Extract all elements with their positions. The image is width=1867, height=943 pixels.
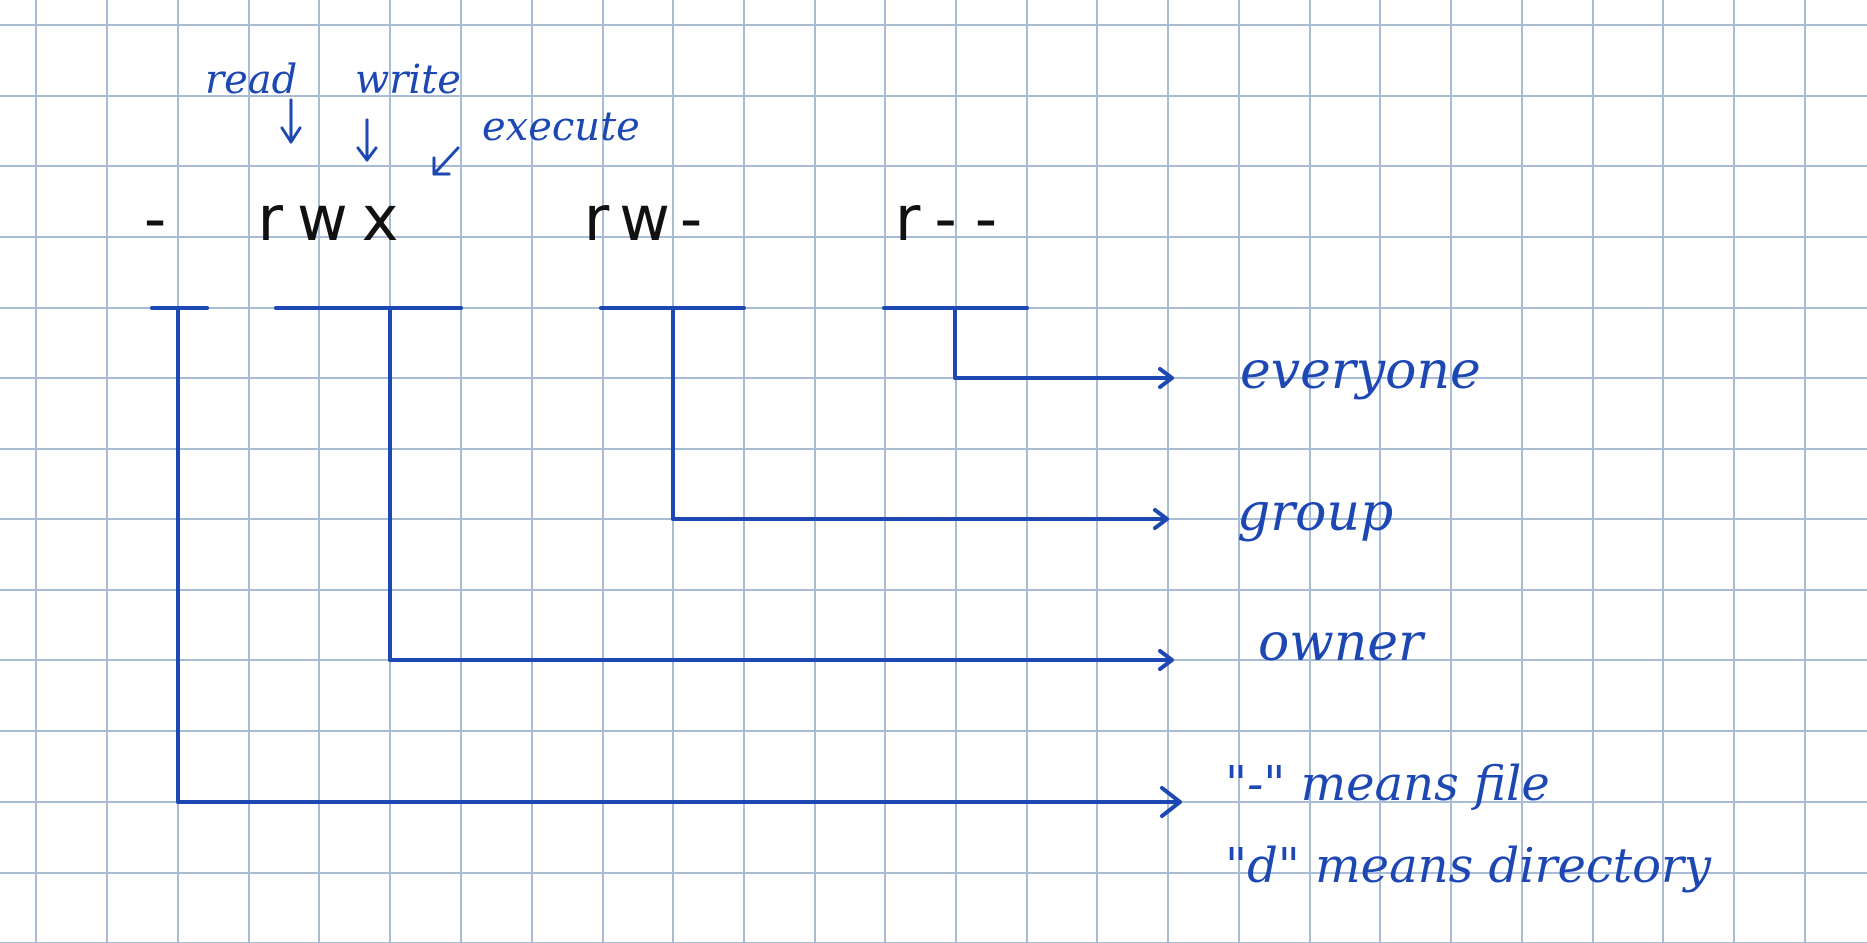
write-annotation: write — [355, 57, 461, 103]
rwx-annotations: read write execute — [205, 57, 640, 150]
group-connector — [671, 306, 1167, 521]
execute-arrow-icon — [432, 146, 460, 176]
owner-permissions: rwx — [258, 182, 413, 255]
connector-lines — [150, 306, 1182, 818]
read-annotation: read — [205, 57, 297, 103]
group-permissions: rw- — [584, 182, 713, 255]
owner-label: owner — [1258, 613, 1426, 673]
group-label: group — [1237, 483, 1393, 543]
type-connector — [176, 306, 1177, 804]
right-labels: everyone group owner "-" means file "d" … — [1225, 341, 1712, 894]
everyone-arrowhead-icon — [1158, 367, 1174, 389]
type-arrowhead-icon — [1160, 786, 1182, 818]
everyone-connector — [953, 306, 1172, 380]
permission-string: - rwx rw- r-- — [144, 182, 1015, 255]
read-arrow-icon — [280, 98, 302, 144]
write-arrow-icon — [356, 118, 378, 162]
others-permissions: r-- — [895, 182, 1015, 255]
file-note: "-" means file — [1225, 756, 1550, 812]
annotation-arrows — [280, 98, 460, 176]
group-arrowhead-icon — [1153, 508, 1169, 530]
type-character: - — [144, 182, 166, 255]
execute-annotation: execute — [482, 104, 640, 150]
everyone-label: everyone — [1240, 341, 1481, 401]
directory-note: "d" means directory — [1225, 838, 1712, 894]
owner-connector — [388, 306, 1172, 662]
owner-arrowhead-icon — [1158, 649, 1174, 671]
